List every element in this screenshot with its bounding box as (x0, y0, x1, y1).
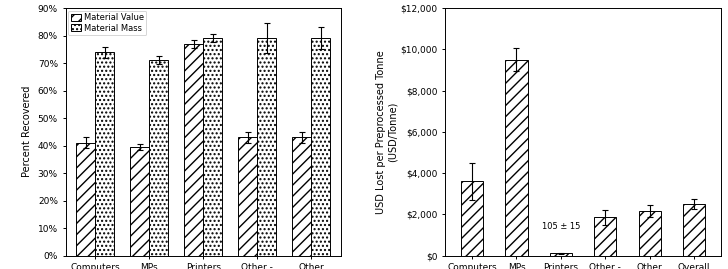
Bar (594, 217, 617, 256)
Bar (292, 137, 311, 256)
Bar (130, 147, 149, 256)
Bar (461, 181, 483, 256)
Bar (149, 60, 168, 256)
Bar (76, 143, 95, 256)
Bar (550, 253, 572, 256)
Bar (505, 60, 528, 256)
Bar (95, 52, 114, 256)
Bar (203, 38, 222, 256)
Bar (638, 211, 661, 256)
Y-axis label: Percent Recovered: Percent Recovered (22, 86, 32, 178)
Bar (311, 38, 330, 256)
Bar (238, 137, 257, 256)
Bar (683, 204, 705, 256)
Bar (257, 38, 276, 256)
Bar (184, 44, 203, 256)
Legend: Material Value, Material Mass: Material Value, Material Mass (68, 10, 146, 35)
Y-axis label: USD Lost per Preprocessed Tonne
(USD/Tonne): USD Lost per Preprocessed Tonne (USD/Ton… (376, 50, 397, 214)
Text: 105 ± 15: 105 ± 15 (542, 222, 580, 231)
